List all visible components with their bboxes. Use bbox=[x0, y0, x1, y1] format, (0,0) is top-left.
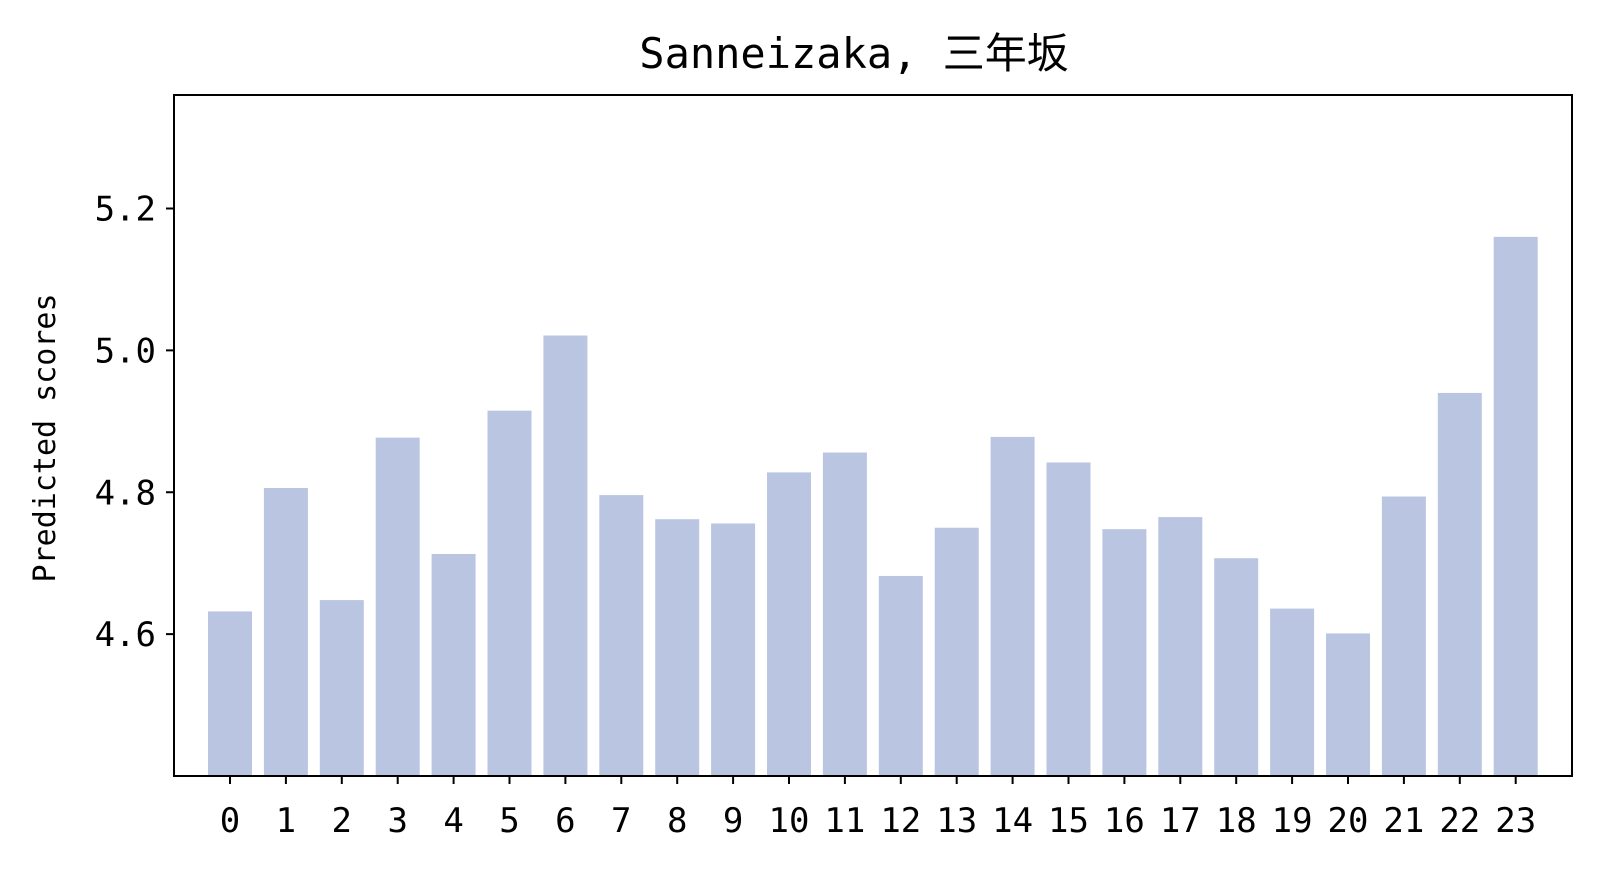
bar-18 bbox=[1214, 558, 1259, 776]
x-tick-label: 12 bbox=[880, 801, 921, 841]
bar-8 bbox=[655, 519, 700, 776]
x-tick-label: 14 bbox=[992, 801, 1033, 841]
y-tick-label: 5.2 bbox=[95, 190, 156, 230]
bar-0 bbox=[208, 611, 252, 776]
y-axis: 4.6 4.8 5.0 5.2 bbox=[95, 190, 174, 655]
x-tick-label: 7 bbox=[611, 801, 631, 841]
bar-21 bbox=[1381, 496, 1426, 776]
x-tick-label: 1 bbox=[276, 801, 296, 841]
bar-7 bbox=[599, 495, 644, 776]
bar-5 bbox=[487, 410, 532, 776]
bar-12 bbox=[878, 575, 923, 776]
bar-19 bbox=[1270, 608, 1315, 776]
x-tick-label: 23 bbox=[1495, 801, 1536, 841]
x-tick-label: 22 bbox=[1439, 801, 1480, 841]
bar-17 bbox=[1158, 517, 1203, 776]
bar-6 bbox=[543, 335, 588, 776]
y-tick-label: 4.8 bbox=[95, 473, 156, 513]
chart-title: Sanneizaka, 三年坂 bbox=[639, 29, 1068, 78]
y-tick-label: 5.0 bbox=[95, 331, 156, 371]
x-tick-label: 2 bbox=[332, 801, 352, 841]
x-tick-label: 15 bbox=[1048, 801, 1089, 841]
plot-frame bbox=[173, 94, 1573, 777]
bar-4 bbox=[431, 553, 476, 776]
x-tick-label: 19 bbox=[1272, 801, 1313, 841]
x-tick-label: 3 bbox=[387, 801, 407, 841]
x-axis: 0 1 2 3 4 5 6 7 8 9 10 11 12 13 14 15 16 17 18 19 20 21 22 23 bbox=[220, 776, 1536, 841]
bar-3 bbox=[375, 437, 420, 776]
bar-22 bbox=[1437, 392, 1482, 776]
plot-area bbox=[208, 236, 1538, 776]
bar-16 bbox=[1102, 529, 1147, 776]
bar-14 bbox=[990, 436, 1035, 776]
x-tick-label: 17 bbox=[1160, 801, 1201, 841]
bar-10 bbox=[767, 472, 811, 776]
y-tick-label: 4.6 bbox=[95, 615, 156, 655]
x-tick-label: 8 bbox=[667, 801, 687, 841]
x-tick-label: 18 bbox=[1216, 801, 1257, 841]
x-tick-label: 16 bbox=[1104, 801, 1145, 841]
bar-2 bbox=[319, 600, 364, 776]
x-tick-label: 21 bbox=[1383, 801, 1424, 841]
x-tick-label: 20 bbox=[1328, 801, 1369, 841]
bar-15 bbox=[1046, 462, 1091, 776]
x-tick-label: 6 bbox=[555, 801, 575, 841]
x-tick-label: 13 bbox=[936, 801, 977, 841]
x-tick-label: 10 bbox=[769, 801, 810, 841]
x-tick-label: 0 bbox=[220, 801, 240, 841]
bar-11 bbox=[822, 452, 867, 776]
x-tick-label: 4 bbox=[443, 801, 463, 841]
y-axis-label: Predicted scores bbox=[28, 294, 63, 583]
x-tick-label: 5 bbox=[499, 801, 519, 841]
bar-13 bbox=[934, 527, 979, 776]
bar-23 bbox=[1493, 236, 1538, 776]
bar-9 bbox=[711, 523, 756, 776]
bar-1 bbox=[263, 487, 308, 776]
bar-20 bbox=[1326, 633, 1370, 776]
x-tick-label: 11 bbox=[824, 801, 865, 841]
x-tick-label: 9 bbox=[723, 801, 743, 841]
